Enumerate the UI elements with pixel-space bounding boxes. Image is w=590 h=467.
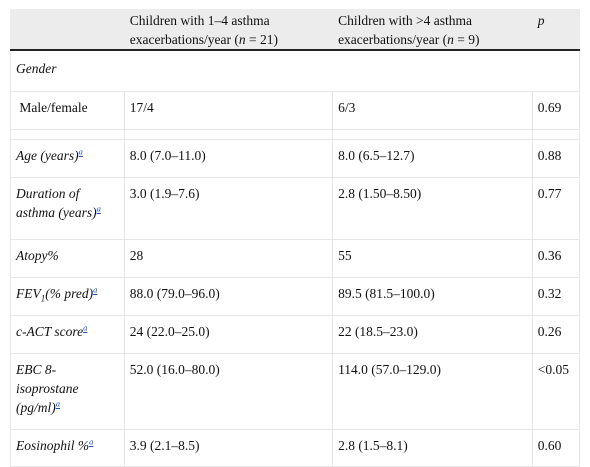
- header-group-1-4: Children with 1–4 asthma exacerbations/ye…: [123, 9, 334, 51]
- header-p-value: p: [531, 9, 581, 51]
- cell-ebc-group2: 114.0 (57.0–129.0): [332, 353, 533, 430]
- row-label-ebc: EBC 8- isoprostane (pg/ml)a: [10, 353, 125, 430]
- cell-atopy-p: 0.36: [531, 239, 581, 278]
- cell-ebc-p: <0.05: [531, 353, 581, 430]
- header-empty-cell: [10, 9, 125, 51]
- cell-atopy-group1: 28: [123, 239, 334, 278]
- cell-cact-group1: 24 (22.0–25.0): [123, 315, 334, 354]
- cell-eosinophil-group1: 3.9 (2.1–8.5): [123, 429, 334, 467]
- cell-sex-group2: 6/3: [332, 91, 533, 130]
- table-row-eosinophil: Eosinophil %a 3.9 (2.1–8.5) 2.8 (1.5–8.1…: [10, 429, 581, 467]
- row-label-atopy: Atopy%: [10, 239, 125, 278]
- cell-eosinophil-group2: 2.8 (1.5–8.1): [332, 429, 533, 467]
- cell-sex-p: 0.69: [531, 91, 581, 130]
- spacer-row: [10, 129, 581, 140]
- footnote-link-eosinophil[interactable]: a: [89, 436, 94, 447]
- row-label-duration: Duration of asthma (years)a: [10, 177, 125, 240]
- table-row-ebc: EBC 8- isoprostane (pg/ml)a 52.0 (16.0–80.…: [10, 353, 581, 430]
- cell-duration-p: 0.77: [531, 177, 581, 240]
- cell-age-p: 0.88: [531, 139, 581, 178]
- cell-sex-group1: 17/4: [123, 91, 334, 130]
- row-label-eosinophil: Eosinophil %a: [10, 429, 125, 467]
- footnote-link-cact[interactable]: a: [83, 322, 88, 333]
- cell-fev1-p: 0.32: [531, 277, 581, 316]
- header-group2-line1: Children with >4 asthma: [338, 13, 473, 28]
- row-label-fev1: FEV1(% pred)a: [10, 277, 125, 316]
- table-row-atopy: Atopy% 28 55 0.36: [10, 239, 581, 278]
- footnote-link-age[interactable]: a: [78, 146, 83, 157]
- section-row-gender: Gender: [10, 49, 580, 92]
- footnote-link-fev1[interactable]: a: [93, 284, 98, 295]
- header-group1-line1: Children with 1–4 asthma: [129, 13, 270, 28]
- cell-age-group1: 8.0 (7.0–11.0): [123, 139, 334, 178]
- cell-fev1-group2: 89.5 (81.5–100.0): [332, 277, 533, 316]
- row-label-sex: Male/female: [10, 91, 125, 130]
- table-row-fev1: FEV1(% pred)a 88.0 (79.0–96.0) 89.5 (81.…: [10, 277, 581, 316]
- cell-fev1-group1: 88.0 (79.0–96.0): [123, 277, 334, 316]
- cell-eosinophil-p: 0.60: [531, 429, 581, 467]
- row-label-cact: c-ACT scorea: [10, 315, 125, 354]
- section-label-gender: Gender: [10, 49, 580, 92]
- table-row-cact: c-ACT scorea 24 (22.0–25.0) 22 (18.5–23.…: [10, 315, 581, 354]
- cell-duration-group2: 2.8 (1.50–8.50): [332, 177, 533, 240]
- footnote-link-ebc[interactable]: a: [55, 398, 60, 409]
- cell-cact-p: 0.26: [531, 315, 581, 354]
- cell-duration-group1: 3.0 (1.9–7.6): [123, 177, 334, 240]
- footnote-link-duration[interactable]: a: [96, 203, 101, 214]
- cell-atopy-group2: 55: [332, 239, 533, 278]
- comparison-table: Children with 1–4 asthma exacerbations/ye…: [10, 9, 581, 467]
- table-row-sex: Male/female 17/4 6/3 0.69: [10, 91, 581, 130]
- cell-age-group2: 8.0 (6.5–12.7): [332, 139, 533, 178]
- header-row: Children with 1–4 asthma exacerbations/ye…: [10, 9, 581, 51]
- table-row-duration: Duration of asthma (years)a 3.0 (1.9–7.6)…: [10, 177, 581, 240]
- header-group-over-4: Children with >4 asthma exacerbations/yea…: [332, 9, 533, 51]
- cell-cact-group2: 22 (18.5–23.0): [332, 315, 533, 354]
- row-label-age: Age (years)a: [10, 139, 125, 178]
- cell-ebc-group1: 52.0 (16.0–80.0): [123, 353, 334, 430]
- table-row-age: Age (years)a 8.0 (7.0–11.0) 8.0 (6.5–12.…: [10, 139, 581, 178]
